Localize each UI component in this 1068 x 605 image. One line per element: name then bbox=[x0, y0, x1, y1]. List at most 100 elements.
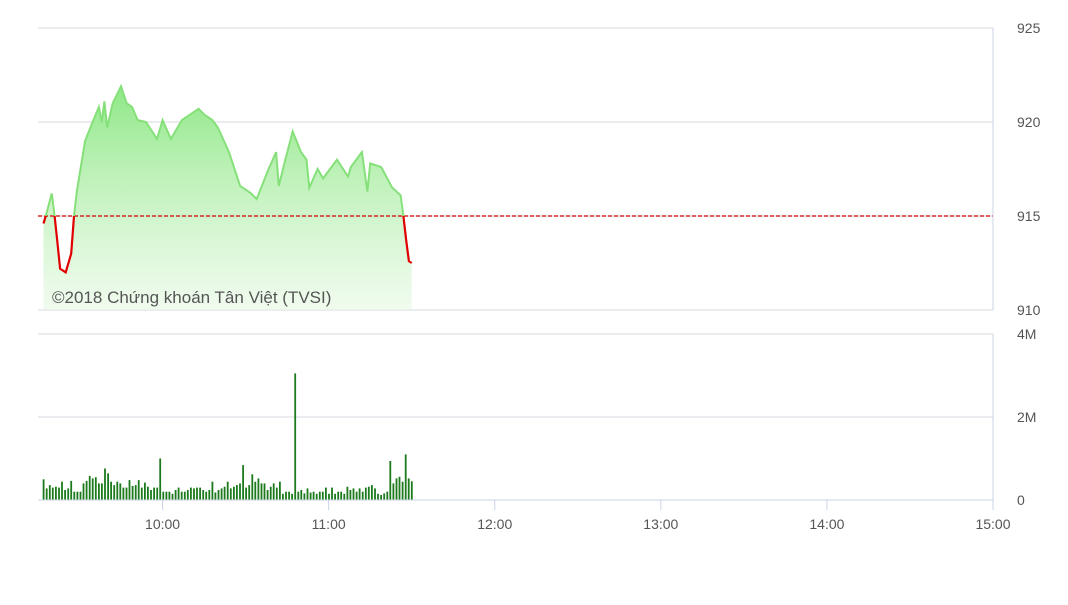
volume-bar bbox=[245, 487, 247, 500]
volume-bar bbox=[217, 490, 220, 500]
volume-bar bbox=[180, 491, 183, 500]
volume-bar bbox=[377, 493, 379, 500]
volume-bars bbox=[42, 373, 413, 501]
volume-bar bbox=[220, 488, 223, 500]
volume-bar bbox=[392, 483, 395, 500]
volume-bar bbox=[367, 486, 370, 500]
volume-bar bbox=[371, 485, 373, 500]
volume-bar bbox=[364, 487, 367, 500]
volume-bar bbox=[165, 491, 168, 500]
price-axis-tick: 925 bbox=[1017, 20, 1041, 36]
volume-bar bbox=[263, 483, 266, 500]
x-axis-tick: 10:00 bbox=[145, 516, 180, 532]
volume-bar bbox=[94, 477, 97, 500]
volume-bar bbox=[159, 458, 162, 500]
volume-bar bbox=[352, 488, 355, 500]
volume-bar bbox=[202, 490, 205, 500]
volume-bar bbox=[407, 478, 410, 500]
volume-bar bbox=[116, 481, 119, 500]
volume-axis-tick: 4M bbox=[1017, 326, 1036, 342]
volume-bar bbox=[82, 483, 85, 500]
volume-bar bbox=[401, 481, 404, 500]
volume-bar bbox=[226, 481, 229, 500]
volume-bar bbox=[389, 461, 392, 500]
volume-bar bbox=[358, 488, 361, 500]
volume-bar bbox=[177, 487, 180, 500]
volume-bar bbox=[383, 493, 386, 500]
volume-bar bbox=[193, 488, 195, 500]
volume-bar bbox=[147, 486, 149, 500]
watermark: ©2018 Chứng khoán Tân Việt (TVSI) bbox=[52, 288, 331, 307]
volume-bar bbox=[251, 474, 254, 500]
price-fill bbox=[43, 86, 412, 310]
volume-bar bbox=[340, 491, 343, 500]
volume-axis-tick: 0 bbox=[1017, 492, 1025, 508]
volume-bar bbox=[174, 490, 177, 500]
volume-bar bbox=[294, 373, 297, 500]
volume-bar bbox=[119, 483, 122, 500]
volume-bar bbox=[386, 491, 389, 500]
volume-bar bbox=[337, 491, 340, 500]
volume-bar bbox=[285, 491, 287, 500]
x-axis-tick: 11:00 bbox=[312, 516, 346, 532]
x-axis-tick: 13:00 bbox=[643, 516, 678, 532]
volume-bar bbox=[150, 490, 152, 500]
volume-bar bbox=[205, 491, 208, 500]
volume-bar bbox=[223, 486, 226, 500]
volume-bar bbox=[91, 478, 94, 500]
volume-bar bbox=[48, 485, 51, 500]
volume-bar bbox=[300, 490, 303, 500]
volume-bar bbox=[248, 485, 251, 500]
volume-bar bbox=[51, 487, 54, 500]
volume-bar bbox=[331, 487, 333, 500]
volume-bar bbox=[113, 485, 116, 500]
price-line-up bbox=[44, 83, 405, 216]
volume-bar bbox=[306, 488, 309, 500]
volume-bar bbox=[61, 481, 63, 500]
volume-bar bbox=[125, 487, 128, 500]
volume-bar bbox=[288, 491, 290, 500]
volume-bar bbox=[42, 479, 45, 501]
volume-bar bbox=[233, 486, 235, 500]
volume-bar bbox=[104, 468, 106, 500]
volume-gridlines: 4M 2M 0 bbox=[38, 326, 1036, 508]
volume-axis-tick: 2M bbox=[1017, 409, 1036, 425]
volume-bar bbox=[309, 492, 312, 500]
volume-bar bbox=[128, 480, 131, 500]
volume-bar bbox=[199, 487, 201, 500]
volume-bar bbox=[334, 493, 336, 500]
volume-bar bbox=[85, 480, 88, 500]
volume-bar bbox=[144, 482, 146, 500]
volume-bar bbox=[398, 476, 401, 500]
price-axis-tick: 910 bbox=[1017, 302, 1041, 318]
volume-bar bbox=[55, 486, 57, 500]
volume-bar bbox=[346, 486, 349, 500]
volume-bar bbox=[266, 490, 269, 500]
volume-bar bbox=[214, 492, 217, 500]
volume-bar bbox=[315, 493, 318, 500]
volume-bar bbox=[107, 473, 109, 500]
volume-bar bbox=[131, 485, 134, 500]
volume-bar bbox=[275, 487, 278, 500]
volume-bar bbox=[343, 493, 346, 500]
volume-bar bbox=[190, 487, 192, 500]
volume-bar bbox=[242, 465, 244, 500]
volume-bar bbox=[328, 493, 330, 500]
volume-bar bbox=[312, 491, 315, 500]
price-area bbox=[38, 83, 993, 310]
volume-bar bbox=[279, 481, 281, 500]
volume-bar bbox=[321, 491, 324, 500]
volume-bar bbox=[171, 493, 174, 500]
volume-bar bbox=[73, 491, 76, 500]
volume-bar bbox=[318, 491, 321, 500]
x-axis-tick: 12:00 bbox=[477, 516, 512, 532]
volume-bar bbox=[395, 478, 398, 500]
x-axis-tick: 14:00 bbox=[809, 516, 844, 532]
volume-bar bbox=[269, 486, 272, 500]
volume-bar bbox=[404, 454, 407, 500]
volume-bar bbox=[64, 490, 66, 500]
volume-bar bbox=[162, 491, 165, 500]
volume-bar bbox=[122, 487, 125, 500]
volume-bar bbox=[67, 488, 70, 500]
